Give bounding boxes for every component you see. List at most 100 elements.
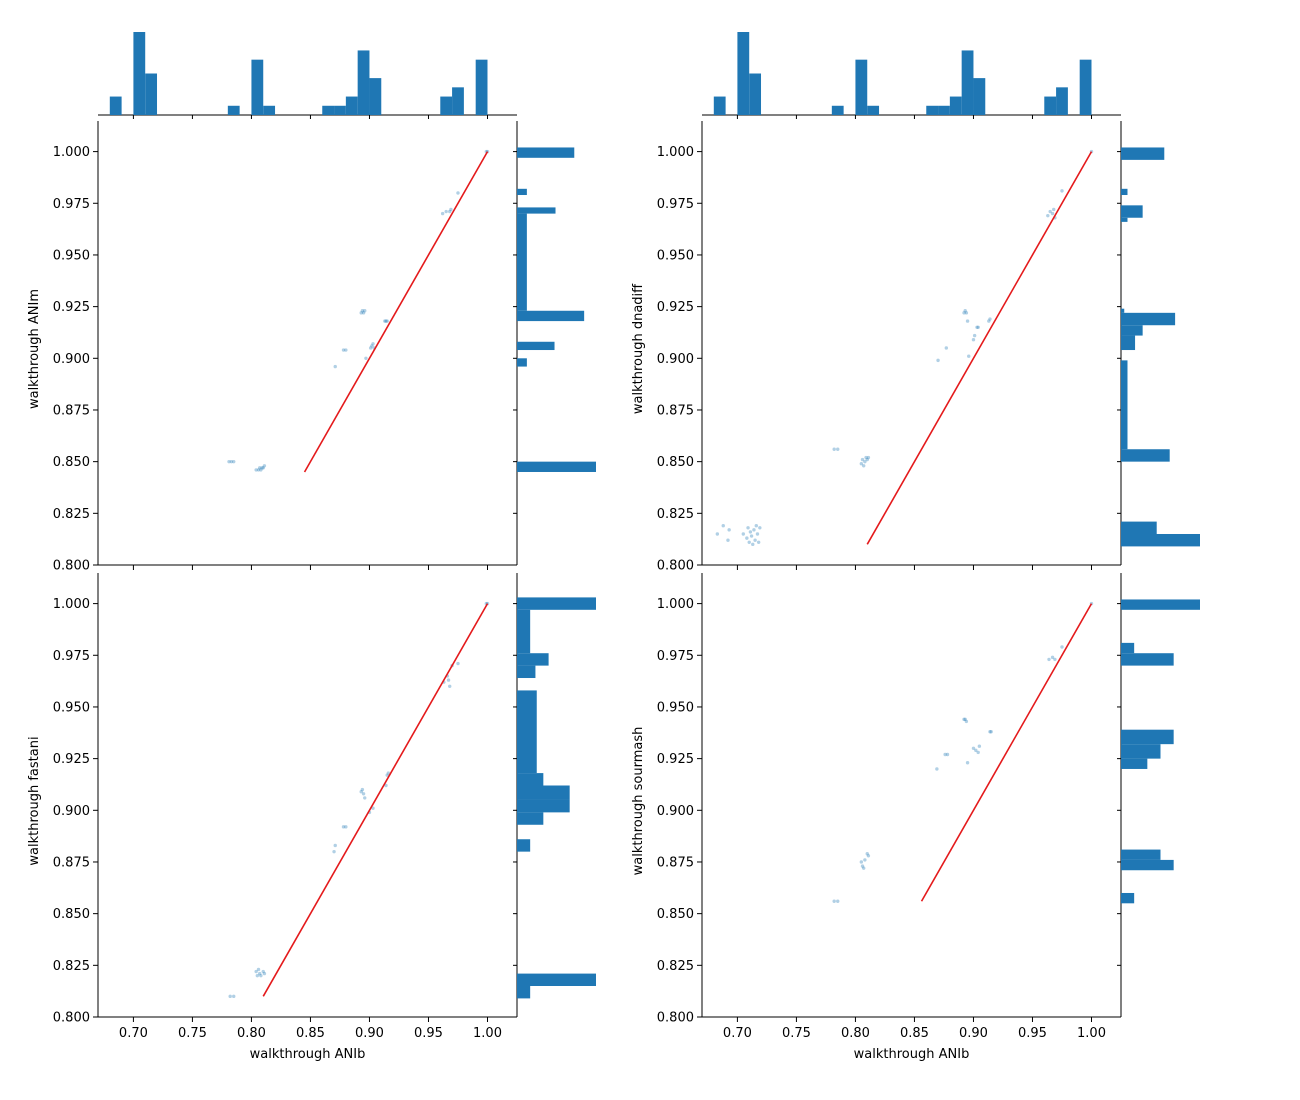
- right-histogram-bar: [517, 653, 549, 666]
- scatter-point: [753, 538, 757, 542]
- scatter-point: [446, 678, 451, 682]
- scatter-point: [987, 319, 991, 323]
- y-tick-label: 0.850: [657, 455, 694, 470]
- right-histogram-bar: [1121, 744, 1161, 759]
- scatter-point: [967, 354, 971, 358]
- scatter-point: [859, 860, 864, 864]
- scatter-point: [752, 528, 756, 532]
- scatter-point: [943, 752, 947, 757]
- scatter-point: [976, 325, 980, 329]
- scatter-point: [945, 752, 950, 757]
- top-histogram: [98, 32, 517, 119]
- scatter-point: [257, 971, 262, 976]
- scatter-point: [371, 806, 375, 810]
- scatter-point: [936, 358, 940, 363]
- x-tick-label: 0.90: [959, 1026, 988, 1041]
- x-tick-label: 1.00: [1077, 1026, 1106, 1041]
- scatter-point: [448, 684, 452, 688]
- right-histogram-bar: [517, 665, 536, 679]
- right-histogram-bar: [1121, 449, 1170, 462]
- scatter-point: [449, 207, 453, 212]
- scatter-point: [440, 211, 445, 216]
- scatter-point: [259, 468, 263, 472]
- top-histogram-bar: [334, 105, 346, 115]
- top-histogram-bar: [357, 50, 370, 115]
- scatter-point: [361, 311, 366, 315]
- scatter-point: [964, 311, 969, 315]
- y-tick-label: 0.800: [657, 1011, 694, 1026]
- scatter-point: [448, 209, 452, 214]
- y-tick-label: 0.825: [657, 507, 694, 522]
- y-tick-label: 0.875: [53, 855, 90, 870]
- right-histogram-bar: [517, 773, 544, 786]
- scatter-point: [368, 346, 373, 350]
- scatter-point: [227, 459, 231, 464]
- top-histogram-bar: [713, 96, 726, 115]
- scatter-point: [359, 311, 363, 315]
- scatter-point: [861, 866, 866, 870]
- reference-line: [920, 603, 1093, 902]
- right-histogram-bar: [517, 147, 575, 158]
- y-tick-label: 0.900: [657, 804, 694, 819]
- scatter-point: [741, 532, 746, 536]
- x-tick-label: 0.85: [900, 1026, 929, 1041]
- right-histogram-bar: [517, 609, 531, 654]
- right-histogram-bar: [517, 785, 570, 800]
- y-tick-label: 0.875: [657, 403, 694, 418]
- scatter-point: [363, 796, 367, 800]
- top-histogram-bar: [322, 105, 335, 115]
- scatter-point: [861, 464, 866, 468]
- right-histogram-bar: [517, 188, 527, 196]
- scatter-point: [863, 858, 867, 862]
- right-histogram-bar: [1121, 849, 1161, 860]
- scatter-point: [344, 825, 348, 829]
- x-tick-label: 0.85: [296, 1026, 325, 1041]
- right-histogram-bar: [517, 213, 527, 311]
- y-tick-label: 0.800: [53, 1011, 90, 1026]
- scatter-point: [989, 730, 993, 734]
- y-tick-label: 0.825: [53, 507, 90, 522]
- right-histogram-bar: [517, 839, 531, 852]
- scatter-point: [975, 325, 979, 329]
- scatter-point: [726, 538, 730, 542]
- scatter-point: [866, 854, 871, 858]
- scatter-point: [727, 528, 731, 532]
- scatter-point: [262, 464, 267, 468]
- right-histogram-bar: [1121, 308, 1125, 313]
- scatter-point: [971, 337, 976, 342]
- right-histogram-bar: [1121, 217, 1128, 222]
- x-tick-label: 0.70: [119, 1026, 148, 1041]
- scatter-point: [860, 864, 865, 868]
- right-histogram-bar: [517, 358, 527, 367]
- scatter-point: [1050, 211, 1055, 216]
- top-histogram-bar: [867, 105, 880, 115]
- scatter-point: [254, 468, 258, 472]
- right-histogram-bar: [517, 973, 596, 986]
- scatter-point: [836, 447, 840, 451]
- scatter-point: [333, 364, 337, 369]
- y-axis-label: walkthrough dnadiff: [631, 283, 646, 414]
- scatter-point: [754, 524, 758, 528]
- scatter-point: [748, 530, 753, 534]
- top-histogram-bar: [737, 32, 750, 115]
- top-histogram-bar: [1044, 96, 1057, 115]
- y-axis-label: walkthrough ANIm: [27, 289, 42, 409]
- y-tick-label: 0.950: [657, 248, 694, 263]
- scatter-point: [1060, 645, 1064, 649]
- x-tick-label: 0.95: [1018, 1026, 1047, 1041]
- scatter-point: [1053, 657, 1057, 662]
- right-histogram: [513, 121, 596, 566]
- scatter-point: [963, 717, 967, 722]
- right-histogram-bar: [1121, 312, 1176, 326]
- y-tick-label: 1.000: [53, 145, 90, 160]
- reference-line: [262, 603, 489, 997]
- scatter-point: [370, 344, 374, 348]
- top-histogram-bar: [109, 96, 122, 115]
- x-tick-label: 0.90: [355, 1026, 384, 1041]
- right-histogram-bar: [1121, 360, 1128, 450]
- y-tick-label: 0.950: [657, 700, 694, 715]
- right-histogram-bar: [517, 310, 585, 322]
- scatter-point: [254, 969, 258, 974]
- scatter-point: [255, 973, 260, 978]
- x-axis-label: walkthrough ANIb: [854, 1047, 970, 1062]
